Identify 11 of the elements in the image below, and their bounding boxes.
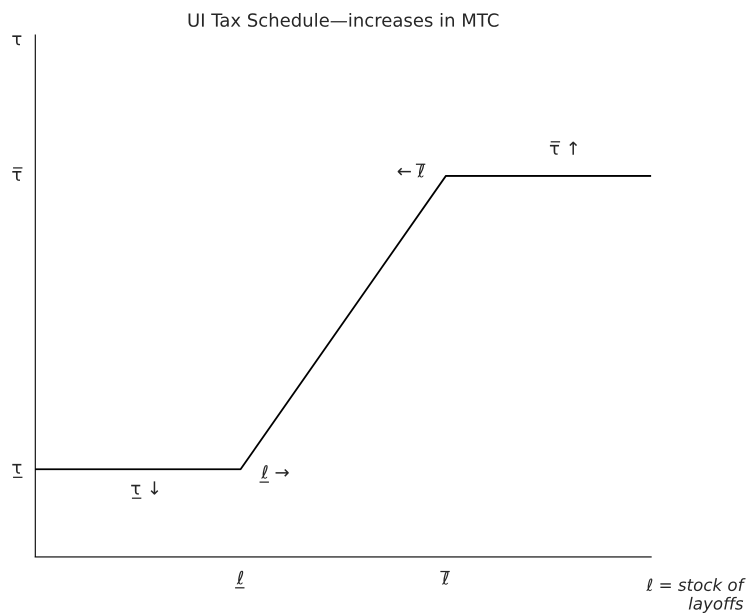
annotation: ℓ̲ → [260,465,289,483]
text: τ [12,35,22,46]
text: τ̲ [12,464,22,478]
annotation: ← ℓ̅ [398,164,426,178]
text: τ̅ ↑ [550,141,578,155]
chart-title: UI Tax Schedule—increases in MTC [188,12,498,27]
x-tick-label: ℓ̅ [440,570,450,585]
x-axis-title: ℓ = stock of layoffs [646,578,746,613]
x-tick-label: ℓ̲ [235,570,244,588]
text: τ̅ [12,167,22,181]
annotation: τ̲ ↓ [131,481,158,499]
